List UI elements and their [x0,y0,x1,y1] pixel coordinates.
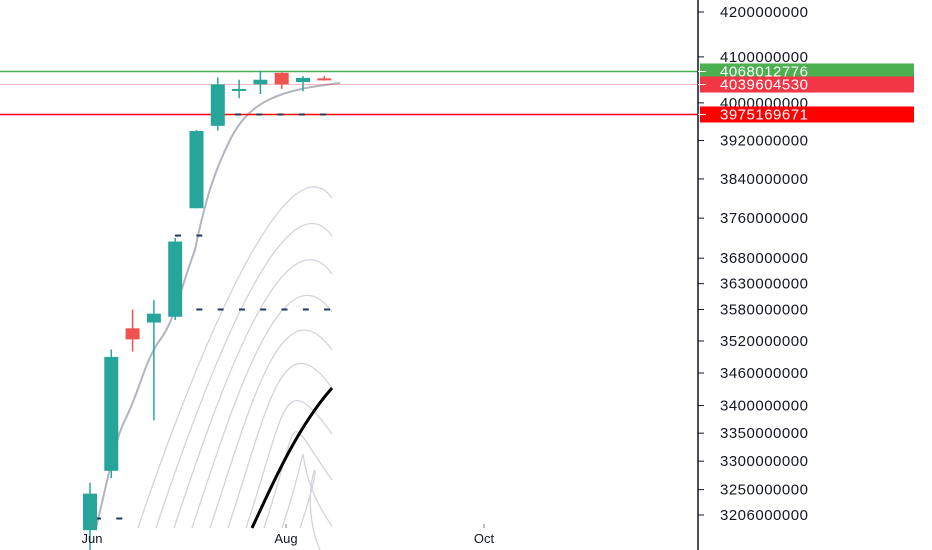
candle-body [317,78,332,81]
fan-lines [137,186,333,550]
candle-11 [317,76,332,81]
x-tick-label: Aug [274,531,297,546]
y-tick-label: 3350000000 [720,425,808,442]
fan-line-10 [299,469,321,550]
y-axis[interactable]: 4200000000410000000040000000003920000000… [697,0,808,550]
candle-9 [274,72,289,89]
candle-2 [125,309,140,352]
candle-body [168,241,183,317]
price-tag-bg [700,63,914,80]
candle-body [296,77,310,83]
candle-1 [104,349,119,479]
fan-line-1 [137,186,333,529]
candle-8 [253,70,268,95]
y-tick-label: 4100000000 [720,49,808,66]
candle-0 [83,482,97,550]
candle-body [232,88,247,91]
thick-trend-line [250,387,334,529]
price-tag-2: 3975169671 [698,106,914,123]
candle-6 [210,77,225,131]
candle-body [274,72,289,85]
fan-line-8 [263,431,333,529]
fan-line-7 [245,400,333,529]
candle-body [104,356,119,471]
y-tick-label: 3630000000 [720,276,808,293]
price-tag-0: 4068012776 [698,63,914,80]
y-tick-label: 3840000000 [720,171,808,188]
candle-body [253,79,268,85]
moving-average-line [95,82,341,529]
thick-path [250,387,334,529]
fan-line-6 [227,362,333,529]
candle-3 [146,300,161,421]
fan-line-2 [155,223,333,529]
candle-body [210,84,225,126]
x-axis: Jun Aug Oct [82,524,495,546]
price-tag-bg [700,76,914,93]
candles [83,70,332,550]
fan-line-3 [173,259,333,529]
candle-body [125,328,140,340]
y-tick-label: 3760000000 [720,210,808,227]
y-tick-label: 4200000000 [720,4,808,21]
price-tag-label: 3975169671 [720,106,808,123]
fan-line-4 [191,294,333,529]
y-tick-label: 3300000000 [720,453,808,470]
price-tag-bg [700,106,914,123]
candle-body [83,493,97,531]
price-lines [0,70,698,116]
candle-body [189,131,204,209]
y-tick-label: 3460000000 [720,365,808,382]
y-tick-label: 3206000000 [720,507,808,524]
candle-body [146,313,161,323]
price-tag-label: 4068012776 [720,63,808,80]
candle-5 [189,130,204,209]
price-tag-1: 4039604530 [698,76,914,94]
y-tick-label: 3920000000 [720,133,808,150]
y-tick-label: 3680000000 [720,250,808,267]
y-tick-label: 3250000000 [720,482,808,499]
y-tick-label: 3400000000 [720,398,808,415]
y-tick-label: 3520000000 [720,333,808,350]
x-tick-label: Oct [474,531,495,546]
candle-10 [296,76,310,92]
fan-line-9 [281,454,333,529]
x-tick-label: Jun [82,531,103,546]
fan-line-5 [209,329,333,529]
candle-4 [168,238,183,320]
y-tick-label: 3580000000 [720,301,808,318]
price-tag-label: 4039604530 [720,77,808,94]
candle-7 [232,79,247,99]
dotted-levels [95,113,331,520]
ma-path [95,82,341,529]
